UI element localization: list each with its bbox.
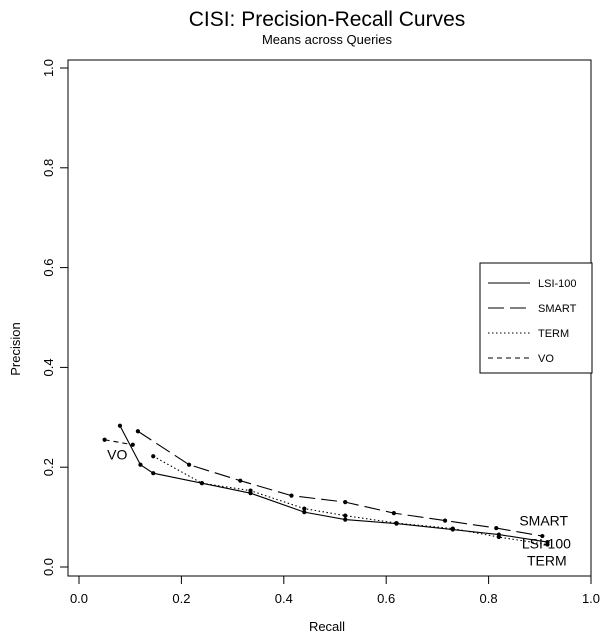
data-point (496, 534, 501, 540)
y-axis: 0.0 0.2 0.4 0.6 0.8 1.0 (41, 59, 68, 576)
data-point (117, 423, 123, 428)
data-point (302, 510, 307, 515)
legend: LSI-100 SMART TERM VO (479, 262, 593, 374)
y-tick-label: 0.6 (41, 259, 56, 277)
data-point (540, 533, 545, 539)
data-point (248, 488, 253, 493)
data-point (138, 462, 143, 467)
data-point (151, 454, 156, 459)
chart-subtitle: Means across Queries (262, 32, 393, 47)
data-point (391, 511, 396, 516)
y-tick-label: 1.0 (41, 59, 56, 77)
y-tick-label: 0.0 (41, 558, 56, 576)
data-point (343, 513, 348, 518)
series-group (102, 423, 550, 547)
y-tick-label: 0.8 (41, 159, 56, 177)
data-point (238, 478, 243, 483)
y-tick-label: 0.4 (41, 358, 56, 376)
data-point (450, 526, 455, 531)
x-axis-label: Recall (309, 619, 345, 634)
data-point (494, 525, 499, 531)
data-point (186, 462, 192, 467)
x-tick-label: 0.6 (377, 591, 395, 606)
data-point (199, 481, 204, 486)
series-annotation: LSI-100 (522, 536, 571, 552)
x-tick-label: 0.8 (480, 591, 498, 606)
series-annotation: VO (107, 447, 127, 463)
x-axis: 0.0 0.2 0.4 0.6 0.8 1.0 (70, 576, 600, 606)
data-point (343, 517, 348, 522)
legend-label: TERM (538, 328, 569, 340)
legend-label: LSI-100 (538, 278, 577, 290)
x-tick-label: 0.4 (275, 591, 293, 606)
data-point (545, 542, 550, 547)
data-point (102, 437, 107, 442)
data-point (343, 500, 348, 505)
y-tick-label: 0.2 (41, 458, 56, 476)
legend-label: VO (538, 353, 554, 365)
series-line-lsi-100 (119, 425, 548, 543)
data-point (302, 506, 307, 511)
series-line-smart (137, 430, 543, 537)
data-point (135, 429, 140, 434)
series-annotation: TERM (527, 553, 567, 569)
series-line-vo (104, 439, 133, 446)
series-line-term (152, 455, 548, 546)
data-point (394, 520, 399, 526)
x-tick-label: 0.0 (70, 591, 88, 606)
x-tick-label: 1.0 (582, 591, 600, 606)
data-point (289, 493, 294, 498)
chart-title: CISI: Precision-Recall Curves (189, 8, 466, 31)
series-annotation: SMART (519, 513, 568, 529)
x-tick-label: 0.2 (172, 591, 190, 606)
data-point (151, 471, 156, 476)
data-point (130, 442, 135, 447)
legend-label: SMART (538, 303, 577, 315)
legend-box (479, 262, 593, 374)
y-axis-label: Precision (8, 322, 23, 375)
data-point (442, 518, 448, 523)
